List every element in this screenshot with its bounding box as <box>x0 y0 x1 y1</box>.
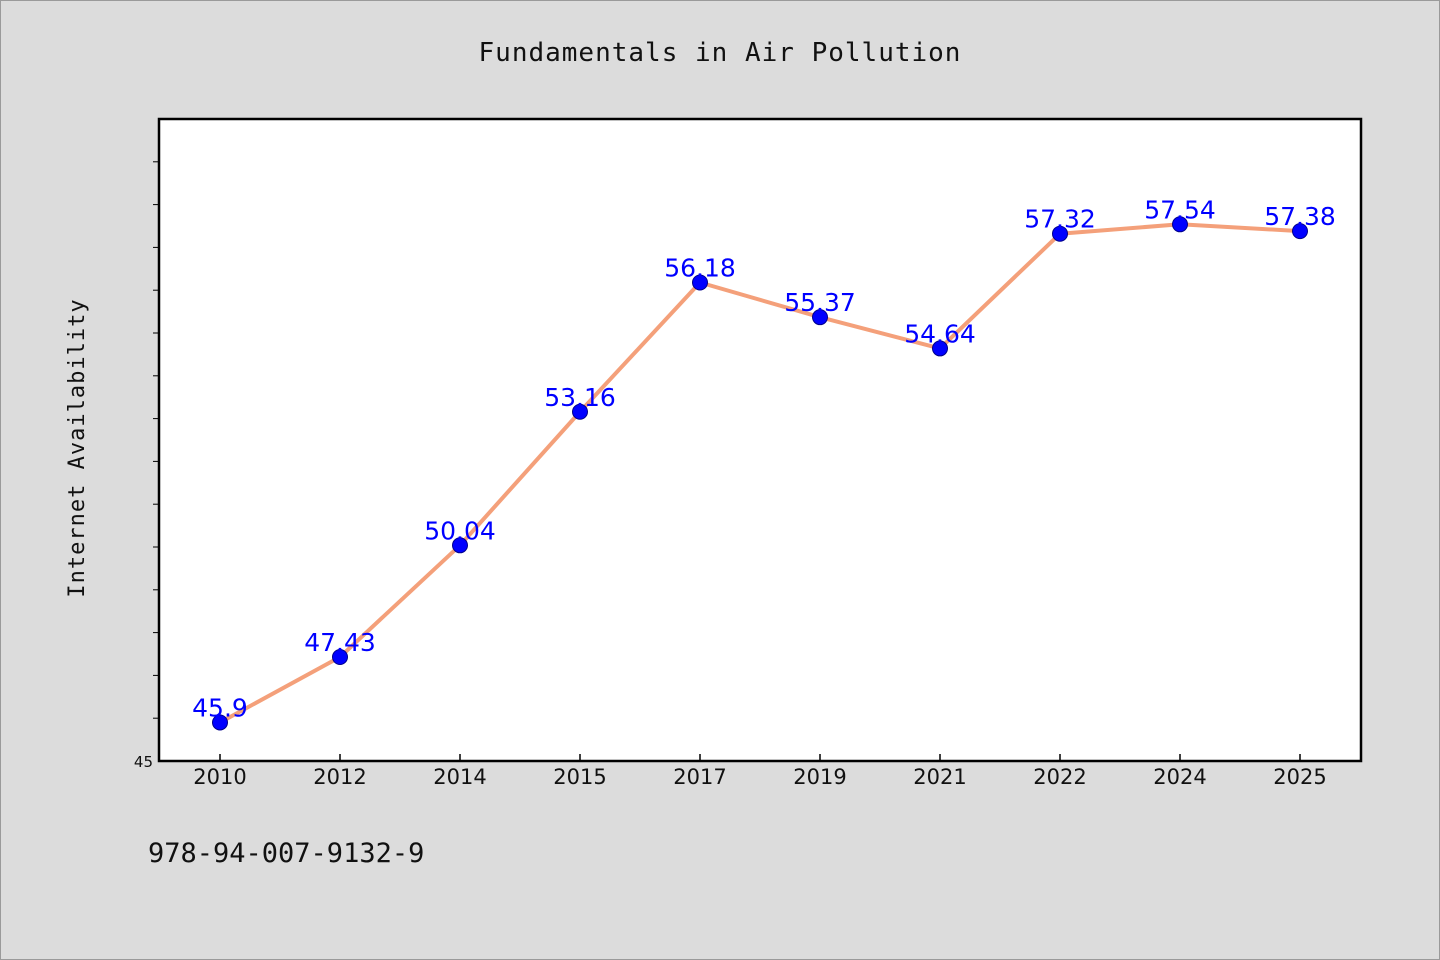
data-point <box>572 403 588 420</box>
data-label: 57.32 <box>1024 205 1096 234</box>
x-tick-label: 2014 <box>433 765 486 789</box>
data-point <box>1052 225 1068 242</box>
data-label: 45.9 <box>192 693 248 722</box>
data-label: 50.04 <box>424 516 496 545</box>
x-tick-label: 2019 <box>793 765 846 789</box>
data-point <box>1172 216 1188 233</box>
x-tick-label: 2012 <box>313 765 366 789</box>
data-label: 47.43 <box>304 628 376 657</box>
data-label: 57.38 <box>1264 202 1336 231</box>
data-point <box>212 714 228 731</box>
x-tick-label: 2021 <box>913 765 966 789</box>
data-point <box>812 309 828 326</box>
x-tick-label: 2017 <box>673 765 726 789</box>
x-axis-ticks: 2010 2012 2014 2015 2017 2019 2021 2022 2024 2025 <box>193 754 1327 789</box>
data-label: 55.37 <box>784 288 856 317</box>
chart-title: Fundamentals in Air Pollution <box>479 38 962 68</box>
y-tick-label: 45 <box>134 753 153 771</box>
data-label: 53.16 <box>544 383 616 412</box>
x-tick-label: 2024 <box>1153 765 1206 789</box>
data-label: 56.18 <box>664 253 736 282</box>
data-label: 57.54 <box>1144 195 1216 224</box>
x-tick-label: 2025 <box>1273 765 1326 789</box>
data-point <box>692 274 708 291</box>
series-line <box>218 222 1302 725</box>
x-tick-label: 2015 <box>553 765 606 789</box>
series-layer: 45.9 47.43 50.04 53.16 56.18 55.37 54.64 57.32 5… <box>192 195 1336 731</box>
data-point <box>452 537 468 554</box>
isbn-footer: 978-94-007-9132-9 <box>148 838 424 869</box>
data-point <box>932 340 948 357</box>
x-tick-label: 2010 <box>193 765 246 789</box>
y-axis-ticks: 45 <box>134 161 159 771</box>
x-tick-label: 2022 <box>1033 765 1086 789</box>
data-label: 54.64 <box>904 319 976 348</box>
data-point <box>1292 223 1308 240</box>
y-axis-label: Internet Availability <box>65 298 90 597</box>
data-point <box>332 648 348 665</box>
